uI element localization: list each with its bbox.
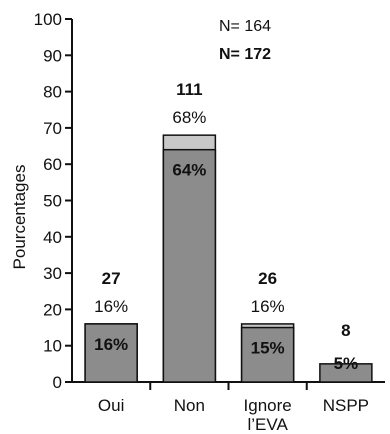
x-tick-label: Ignore: [244, 396, 292, 415]
y-tick-label: 40: [43, 228, 62, 247]
bar-pct-label-series2: 16%: [94, 335, 128, 354]
x-tick-label: Oui: [98, 396, 124, 415]
bar-count-label: 26: [258, 269, 277, 288]
x-tick-label-line2: l’EVA: [247, 415, 288, 434]
bar-pct-label-series2: 64%: [172, 161, 206, 180]
bars: [84, 134, 373, 383]
bar-pct-label-series1: 16%: [251, 297, 285, 316]
bar-pct-label-series1: 68%: [172, 108, 206, 127]
bar-series2: [162, 148, 217, 383]
bar-series2: [84, 323, 138, 383]
axes: 0 10 20 30 40 50 60 70 80 90 100: [34, 10, 385, 392]
x-tick-label: NSPP: [323, 396, 369, 415]
bar-count-label: 111: [176, 80, 203, 99]
y-tick-label: 60: [43, 155, 62, 174]
y-axis-label: Pourcentages: [10, 165, 29, 270]
legend-n1-label: N= 164: [219, 18, 271, 35]
bar-count-label: 27: [102, 269, 121, 288]
bar-pct-label-series2: 5%: [334, 354, 359, 373]
y-tick-label: 70: [43, 119, 62, 138]
legend-n2-label: N= 172: [219, 46, 271, 63]
y-tick-label: 20: [43, 300, 62, 319]
bar-pct-label-series2: 15%: [251, 339, 285, 358]
y-tick-label: 90: [43, 46, 62, 65]
y-tick-label: 10: [43, 337, 62, 356]
y-tick-label: 80: [43, 83, 62, 102]
bar-series2: [319, 363, 373, 383]
bar-pct-label-series1: 16%: [94, 297, 128, 316]
bar-series2: [240, 326, 295, 383]
y-tick-label: 50: [43, 192, 62, 211]
y-tick-label: 0: [53, 373, 62, 392]
bar-count-label: 8: [341, 321, 350, 340]
y-tick-label: 30: [43, 264, 62, 283]
y-tick-label: 100: [34, 10, 62, 29]
x-tick-label: Non: [174, 396, 205, 415]
